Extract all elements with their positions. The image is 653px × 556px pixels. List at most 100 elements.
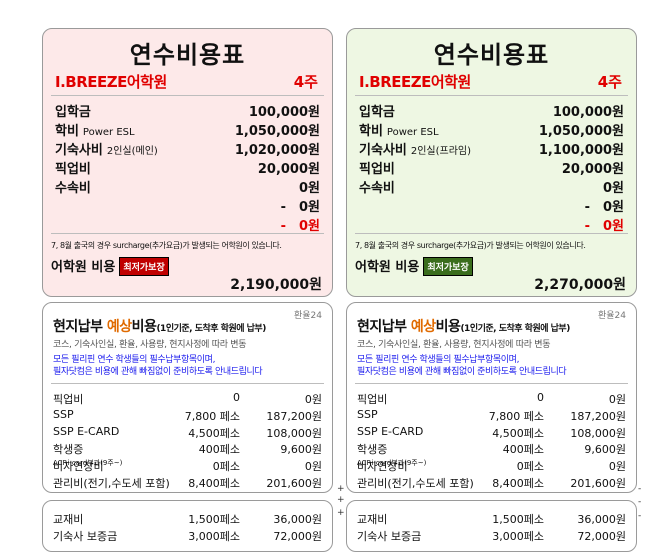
tick-mark: - — [638, 511, 642, 521]
local-fee-table: 픽업비 0 0원 SSP 7,800 페소 187,200원 SSP E-CARD 4,5… — [357, 391, 626, 492]
table-row: 교재비 1,500페소 36,000원 — [357, 511, 626, 528]
item-name: 교재비 — [53, 513, 84, 526]
peso-amount: 3,000페소 — [188, 529, 240, 543]
fee-row: 기숙사비 2인실(프라임) 1,100,000원 — [359, 139, 624, 158]
won-amount: 9,600원 — [280, 443, 322, 457]
peso-amount: 7,800 페소 — [488, 409, 544, 423]
left-title: 연수비용표 — [129, 41, 246, 69]
item-name: SSP E-CARD — [357, 424, 424, 438]
fee-label: 학비 — [359, 124, 383, 139]
item-name: 픽업비 — [53, 393, 84, 406]
title-part: 비용 — [131, 319, 157, 335]
variation-note: 코스, 기숙사인실, 환율, 사용량, 현지사정에 따라 변동 — [53, 340, 247, 350]
left-local-fees-card: 환율24 현지납부 예상비용(1인기준, 도착후 학원에 납부) 코스, 기숙사… — [42, 302, 333, 493]
peso-amount: 0 — [537, 391, 544, 404]
extra-fee-table: 교재비 1,500페소 36,000원 기숙사 보증금 3,000페소 72,000원 — [357, 511, 626, 545]
fee-amount: - 0원 — [280, 219, 320, 234]
item-name: 교재비 — [357, 513, 388, 526]
won-amount: 36,000원 — [273, 513, 322, 526]
fee-row: 입학금 100,000원 — [359, 101, 624, 120]
table-row: 비자연장비 ACRi-card부과(9주~) 0페소 0원 — [53, 458, 322, 475]
table-row: 관리비(전기,수도세 포함) 8,400페소 201,600원 — [357, 475, 626, 492]
won-amount: 0원 — [304, 460, 322, 474]
title-note: (1인기준, 도착후 학원에 납부) — [460, 324, 570, 334]
fee-amount: 0원 — [602, 181, 624, 196]
divider — [355, 383, 628, 384]
fee-row: - 0원 — [359, 196, 624, 215]
title-note: (1인기준, 도착후 학원에 납부) — [156, 324, 266, 334]
local-fees-title: 현지납부 예상비용(1인기준, 도착후 학원에 납부) — [53, 316, 266, 336]
item-note: ACRi-card부과(9주~) — [53, 459, 123, 468]
plus-mark: + — [337, 508, 345, 518]
fee-sub: 2인실(메인) — [106, 146, 158, 157]
lowest-price-badge: 최저가보장 — [423, 257, 473, 276]
tick-mark: - — [638, 484, 642, 494]
won-amount: 0원 — [304, 393, 322, 406]
tick-mark: - — [638, 497, 642, 507]
item-name: SSP — [357, 407, 378, 421]
won-amount: 187,200원 — [266, 409, 322, 423]
academy-cost-line: 어학원 비용 최저가보장 — [51, 256, 169, 277]
won-amount: 108,000원 — [266, 426, 322, 440]
exchange-rate: 환율24 — [293, 311, 322, 321]
fee-label: 수속비 — [359, 181, 395, 196]
right-fee-list: 입학금 100,000원 학비 Power ESL 1,050,000원 기숙사비 2인… — [359, 101, 624, 234]
table-row: SSP E-CARD 4,500페소 108,000원 — [53, 425, 322, 442]
title-part: 현지납부 — [357, 319, 411, 335]
fee-amount: 1,100,000원 — [538, 143, 624, 158]
title-part: 현지납부 — [53, 319, 107, 335]
peso-amount: 1,500페소 — [492, 513, 544, 526]
local-fee-table: 픽업비 0 0원 SSP 7,800 페소 187,200원 SSP E-CARD 4,5… — [53, 391, 322, 492]
fee-amount: 20,000원 — [561, 162, 624, 177]
fee-sub: Power ESL — [386, 127, 439, 138]
fee-amount: 1,050,000원 — [538, 124, 624, 139]
divider — [51, 233, 324, 234]
won-amount: 108,000원 — [570, 426, 626, 440]
cost-label: 어학원 비용 — [51, 260, 116, 275]
fee-label: 픽업비 — [55, 162, 91, 177]
left-extra-fees-card: 교재비 1,500페소 36,000원 기숙사 보증금 3,000페소 72,000원 — [42, 500, 333, 552]
left-weeks: 4주 — [293, 73, 318, 91]
peso-amount: 7,800 페소 — [184, 409, 240, 423]
cost-label: 어학원 비용 — [355, 260, 420, 275]
divider — [355, 233, 628, 234]
table-row: SSP 7,800 페소 187,200원 — [357, 408, 626, 425]
won-amount: 9,600원 — [584, 443, 626, 457]
peso-amount: 0페소 — [212, 460, 240, 474]
peso-amount: 0 — [233, 391, 240, 404]
surcharge-note: 7, 8월 출국의 경우 surcharge(추가요금)가 발생되는 어학원이 … — [355, 241, 586, 250]
variation-note: 코스, 기숙사인실, 환율, 사용량, 현지사정에 따라 변동 — [357, 340, 551, 350]
mandatory-note: 모든 필리핀 연수 학생들의 필수납부항목이며, — [53, 355, 216, 365]
exchange-rate: 환율24 — [597, 311, 626, 321]
local-fees-title: 현지납부 예상비용(1인기준, 도착후 학원에 납부) — [357, 316, 570, 336]
won-amount: 0원 — [608, 393, 626, 406]
fee-row: 픽업비 20,000원 — [55, 158, 320, 177]
fee-label: 학비 — [55, 124, 79, 139]
title-highlight: 예상 — [106, 319, 132, 335]
item-name: SSP — [53, 407, 74, 421]
fee-amount: - 0원 — [280, 200, 320, 215]
fee-amount: - 0원 — [584, 219, 624, 234]
peso-amount: 0페소 — [516, 460, 544, 474]
peso-amount: 400페소 — [198, 443, 240, 457]
table-row: SSP E-CARD 4,500페소 108,000원 — [357, 425, 626, 442]
plus-mark: + — [337, 484, 345, 494]
item-name: 비자연장비 — [53, 460, 104, 474]
item-name: 관리비(전기,수도세 포함) — [357, 476, 474, 490]
table-row: 기숙사 보증금 3,000페소 72,000원 — [357, 528, 626, 545]
peso-amount: 8,400페소 — [492, 476, 544, 490]
plus-mark: + — [337, 495, 345, 505]
won-amount: 72,000원 — [577, 529, 626, 543]
fee-amount: 0원 — [298, 181, 320, 196]
item-name: SSP E-CARD — [53, 424, 120, 438]
item-name: 학생증 — [357, 443, 388, 457]
table-row: 학생증 400페소 9,600원 — [357, 441, 626, 458]
table-row: 픽업비 0 0원 — [53, 391, 322, 408]
academy-total: 2,270,000원 — [534, 277, 626, 293]
peso-amount: 1,500페소 — [188, 513, 240, 526]
fee-label: 기숙사비 — [55, 143, 103, 158]
fee-amount: 1,050,000원 — [234, 124, 320, 139]
fee-label: 픽업비 — [359, 162, 395, 177]
fee-sub: Power ESL — [82, 127, 135, 138]
table-row: 관리비(전기,수도세 포함) 8,400페소 201,600원 — [53, 475, 322, 492]
